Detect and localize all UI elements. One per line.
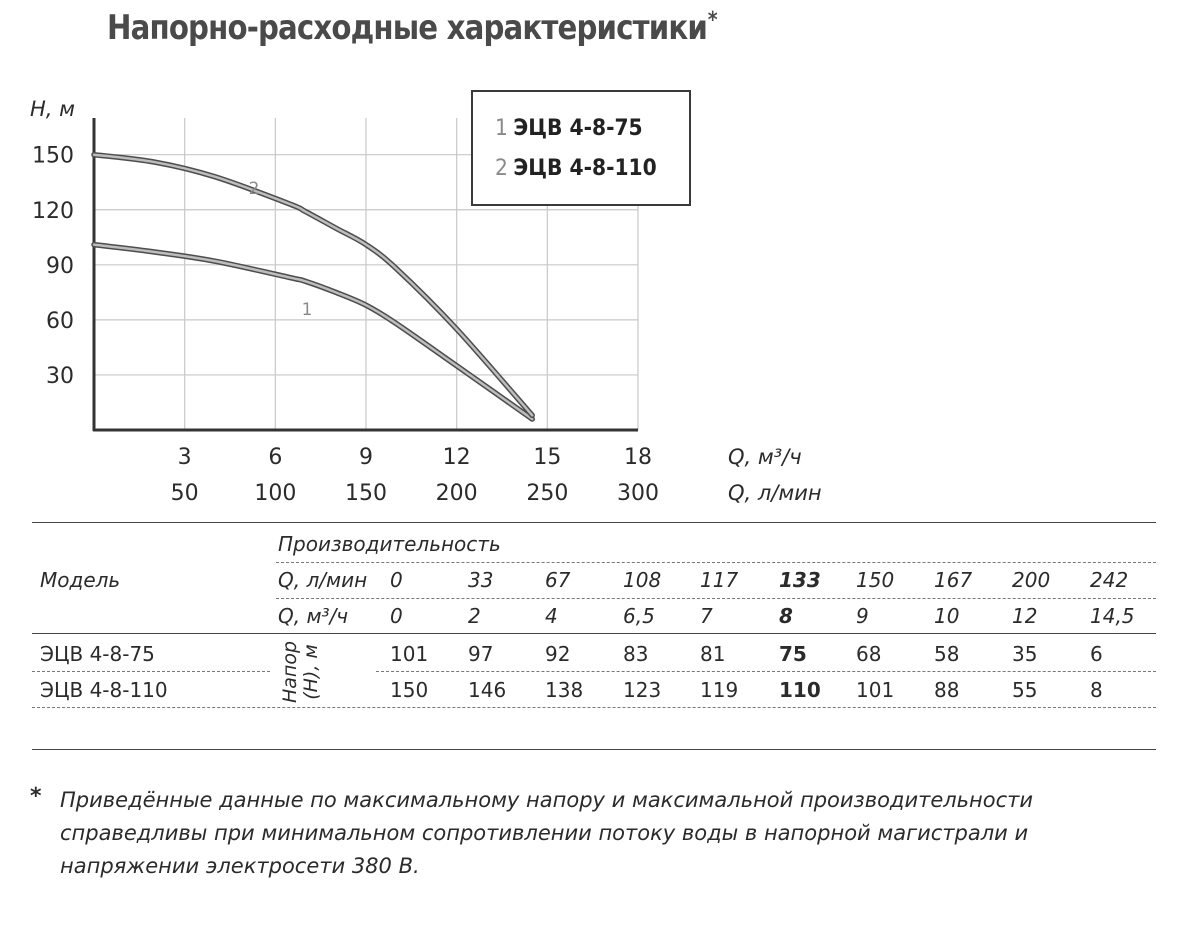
- series-label-1: 1: [302, 300, 313, 320]
- model-header: Модель: [40, 568, 121, 592]
- head-value-cell: 92: [545, 642, 571, 666]
- x-alt-tick-label: 100: [254, 481, 296, 506]
- head-value-cell: 119: [700, 678, 739, 702]
- x-axis-alt-label: Q, л/мин: [728, 481, 822, 505]
- legend-entry-1: 1 ЭЦВ 4-8-75: [495, 116, 643, 141]
- table-divider: [32, 707, 1156, 708]
- q-m3h-cell: 12: [1012, 604, 1038, 628]
- q-m3h-cell: 2: [468, 604, 481, 628]
- row-label-q-m3h: Q, м³/ч: [278, 604, 349, 628]
- x-tick-label: 6: [268, 445, 282, 470]
- head-value-cell: 101: [390, 642, 429, 666]
- x-alt-tick-label: 300: [617, 481, 659, 506]
- q-m3h-cell: 7: [700, 604, 713, 628]
- footnote-mark: *: [30, 784, 42, 809]
- head-value-cell: 75: [779, 642, 807, 666]
- y-tick-label: 120: [32, 199, 74, 224]
- q-lmin-cell: 167: [934, 568, 973, 592]
- table-divider: [276, 562, 1156, 563]
- head-value-cell: 101: [856, 678, 895, 702]
- table-divider: [32, 671, 270, 672]
- chart-legend: 1 ЭЦВ 4-8-75 2 ЭЦВ 4-8-110: [471, 90, 691, 206]
- x-tick-label: 18: [624, 445, 652, 470]
- x-tick-label: 9: [359, 445, 373, 470]
- table-group-header: Производительность: [278, 532, 501, 556]
- x-axis-label: Q, м³/ч: [728, 445, 802, 469]
- q-lmin-cell: 150: [856, 568, 895, 592]
- x-tick-label: 12: [443, 445, 471, 470]
- y-tick-label: 30: [46, 364, 74, 389]
- y-tick-label: 90: [46, 254, 74, 279]
- head-value-cell: 83: [623, 642, 649, 666]
- model-name: ЭЦВ 4-8-110: [40, 678, 168, 702]
- series-label-2: 2: [249, 179, 260, 199]
- head-value-cell: 68: [856, 642, 882, 666]
- head-value-cell: 138: [545, 678, 584, 702]
- page-title: Напорно-расходные характеристики*: [107, 8, 718, 48]
- x-alt-tick-label: 50: [171, 481, 199, 506]
- q-lmin-cell: 33: [468, 568, 494, 592]
- head-label: Напор (H), м: [279, 640, 322, 704]
- q-lmin-cell: 117: [700, 568, 739, 592]
- y-tick-label: 60: [46, 309, 74, 334]
- table-bottom-rule: [32, 749, 1156, 750]
- head-value-cell: 97: [468, 642, 494, 666]
- head-value-cell: 8: [1090, 678, 1103, 702]
- q-lmin-cell: 242: [1090, 568, 1129, 592]
- model-name: ЭЦВ 4-8-75: [40, 642, 155, 666]
- table-divider: [376, 671, 1156, 672]
- head-value-cell: 146: [468, 678, 507, 702]
- q-lmin-cell: 200: [1012, 568, 1051, 592]
- y-tick-label: 150: [32, 144, 74, 169]
- q-m3h-cell: 14,5: [1090, 604, 1135, 628]
- x-alt-tick-label: 250: [526, 481, 568, 506]
- q-lmin-cell: 108: [623, 568, 662, 592]
- q-m3h-cell: 0: [390, 604, 403, 628]
- q-m3h-cell: 4: [545, 604, 558, 628]
- head-value-cell: 110: [779, 678, 821, 702]
- series-line: [92, 153, 534, 417]
- table-header-rule: [32, 633, 1156, 634]
- series-line-outline: [91, 241, 535, 422]
- q-lmin-cell: 0: [390, 568, 403, 592]
- x-tick-label: 15: [533, 445, 561, 470]
- head-value-cell: 35: [1012, 642, 1038, 666]
- footnote: Приведённые данные по максимальному напо…: [60, 788, 1034, 878]
- q-m3h-cell: 9: [856, 604, 869, 628]
- q-m3h-cell: 10: [934, 604, 960, 628]
- head-value-cell: 6: [1090, 642, 1103, 666]
- head-value-cell: 123: [623, 678, 662, 702]
- x-tick-label: 3: [178, 445, 192, 470]
- table-divider: [276, 598, 1156, 599]
- head-value-cell: 150: [390, 678, 429, 702]
- y-axis-label: H, м: [30, 97, 75, 121]
- row-label-q-lmin: Q, л/мин: [278, 568, 368, 592]
- x-alt-tick-label: 200: [436, 481, 478, 506]
- legend-entry-2: 2 ЭЦВ 4-8-110: [495, 156, 657, 181]
- head-value-cell: 58: [934, 642, 960, 666]
- head-value-cell: 55: [1012, 678, 1038, 702]
- q-lmin-cell: 133: [779, 568, 821, 592]
- table-top-rule: [32, 522, 1156, 523]
- q-m3h-cell: 6,5: [623, 604, 655, 628]
- head-value-cell: 88: [934, 678, 960, 702]
- head-value-cell: 81: [700, 642, 726, 666]
- q-m3h-cell: 8: [779, 604, 793, 628]
- series-line: [92, 243, 534, 421]
- q-lmin-cell: 67: [545, 568, 571, 592]
- x-alt-tick-label: 150: [345, 481, 387, 506]
